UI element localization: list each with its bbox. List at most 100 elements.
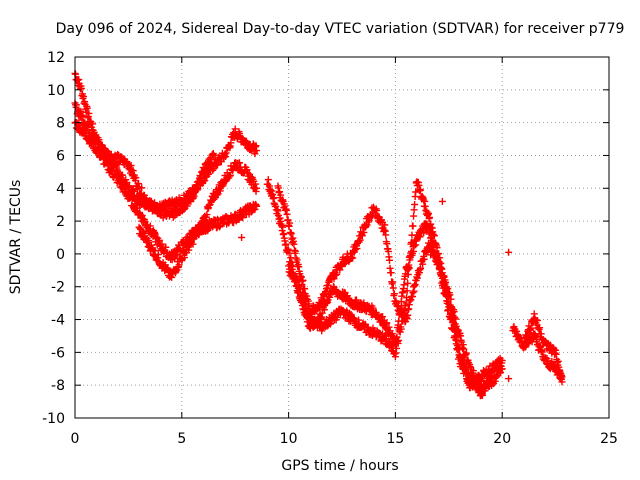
data-point	[403, 294, 411, 302]
data-point	[438, 197, 446, 205]
data-point	[395, 336, 403, 344]
y-tick-label: 8	[56, 116, 65, 132]
data-point	[521, 339, 529, 347]
data-point	[292, 247, 300, 255]
data-point	[392, 344, 400, 352]
data-point	[89, 136, 97, 144]
data-point	[199, 222, 207, 230]
data-point	[320, 306, 328, 314]
data-point	[420, 255, 428, 263]
y-tick-label: -2	[51, 280, 65, 296]
data-point	[286, 219, 294, 227]
data-point	[557, 372, 565, 380]
data-point	[404, 279, 412, 287]
y-tick-label: -8	[51, 378, 65, 394]
data-point	[210, 151, 218, 159]
data-point	[356, 236, 364, 244]
data-point	[416, 264, 424, 272]
data-point	[441, 280, 449, 288]
data-point	[285, 262, 293, 270]
data-point	[386, 256, 394, 264]
data-point	[139, 228, 147, 236]
data-point	[91, 140, 99, 148]
data-point	[358, 232, 366, 240]
data-point	[381, 332, 389, 340]
data-point	[238, 234, 246, 241]
data-point	[443, 288, 451, 296]
chart-title: Day 096 of 2024, Sidereal Day-to-day VTE…	[56, 21, 625, 37]
data-point	[497, 368, 505, 376]
data-point	[200, 219, 208, 227]
data-point	[338, 263, 346, 271]
y-tick-label: 6	[56, 148, 65, 164]
data-point	[389, 278, 397, 286]
data-point	[527, 324, 535, 332]
data-point	[154, 251, 162, 259]
data-point	[410, 212, 418, 220]
data-point	[411, 200, 419, 208]
data-point	[158, 240, 166, 248]
y-tick-label: -4	[51, 313, 65, 329]
y-tick-label: 4	[56, 181, 65, 197]
data-point	[349, 254, 357, 262]
data-point	[84, 121, 92, 129]
data-point	[387, 269, 395, 277]
data-point	[283, 210, 291, 218]
data-point	[382, 231, 390, 239]
data-point	[462, 361, 470, 369]
data-point	[77, 84, 85, 92]
data-point	[83, 104, 91, 112]
data-point	[214, 161, 222, 169]
data-point	[301, 297, 309, 305]
data-point	[416, 186, 424, 194]
data-point	[294, 276, 302, 284]
data-point	[264, 176, 272, 184]
data-point	[498, 365, 506, 373]
data-point	[362, 222, 370, 230]
data-point	[73, 101, 81, 109]
data-point	[195, 229, 203, 237]
y-tick-label: -6	[51, 345, 65, 361]
data-point	[412, 188, 420, 196]
x-tick-label: 15	[386, 431, 404, 447]
data-point	[175, 261, 183, 269]
data-point	[505, 248, 513, 256]
data-point	[405, 264, 413, 272]
x-axis: 0 5 10 15 20 25	[71, 57, 618, 447]
data-point	[133, 204, 141, 212]
grid	[75, 57, 609, 418]
data-point	[536, 324, 544, 332]
data-point	[226, 171, 234, 179]
data-point	[420, 229, 428, 237]
data-point	[420, 196, 428, 204]
data-point	[288, 268, 296, 276]
data-point	[345, 309, 353, 317]
data-point	[409, 289, 417, 297]
data-point	[498, 357, 506, 365]
data-point	[189, 240, 197, 248]
data-point	[192, 188, 200, 196]
data-point	[462, 349, 470, 357]
data-point	[282, 240, 290, 248]
data-point	[430, 232, 438, 240]
data-point	[505, 375, 513, 383]
data-point	[239, 214, 247, 222]
x-tick-label: 5	[177, 431, 186, 447]
data-point	[390, 290, 398, 298]
data-point	[436, 254, 444, 262]
data-point	[440, 273, 448, 281]
data-point	[253, 184, 261, 192]
data-point	[360, 299, 368, 307]
data-point	[80, 92, 88, 100]
data-point	[203, 166, 211, 174]
data-point	[437, 264, 445, 272]
data-point	[297, 273, 305, 281]
data-point	[435, 250, 443, 258]
data-point	[406, 253, 414, 261]
data-point	[533, 316, 541, 324]
data-point	[276, 188, 284, 196]
data-point	[381, 221, 389, 229]
data-point	[216, 187, 224, 195]
y-tick-label: 10	[47, 83, 65, 99]
